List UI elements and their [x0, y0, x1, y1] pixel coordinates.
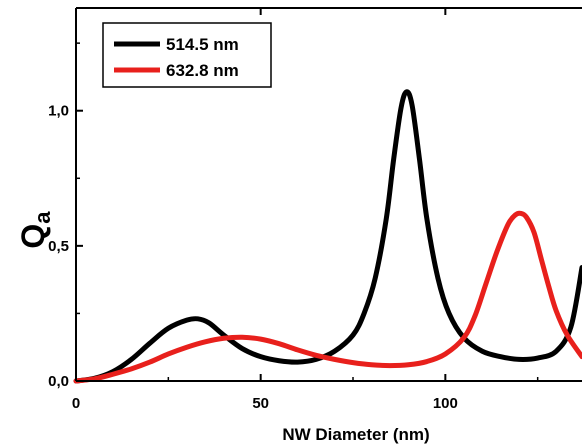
series-layer: [73, 89, 582, 384]
legend-label-514: 514.5 nm: [166, 35, 239, 54]
series-line-1: [73, 210, 582, 384]
y-tick-label-2: 1,0: [48, 103, 69, 120]
legend: 514.5 nm 632.8 nm: [102, 22, 272, 88]
x-tick-label-1: 50: [252, 395, 269, 412]
y-axis-title-main: Q: [15, 224, 51, 249]
legend-box: [102, 22, 272, 88]
x-axis-title: NW Diameter (nm): [282, 425, 429, 444]
legend-label-632: 632.8 nm: [166, 61, 239, 80]
series-line-0: [73, 89, 582, 384]
y-axis-title-sub: a: [30, 211, 55, 224]
y-tick-label-1: 0,5: [48, 238, 69, 255]
y-axis-title: Qa: [15, 211, 55, 249]
x-tick-label-0: 0: [72, 395, 80, 412]
x-tick-label-2: 100: [433, 395, 458, 412]
tick-layer: 0 50 100 0,0 0,5 1,0: [48, 8, 539, 412]
svg-text:Qa: Qa: [15, 211, 55, 249]
y-tick-label-0: 0,0: [48, 373, 69, 390]
